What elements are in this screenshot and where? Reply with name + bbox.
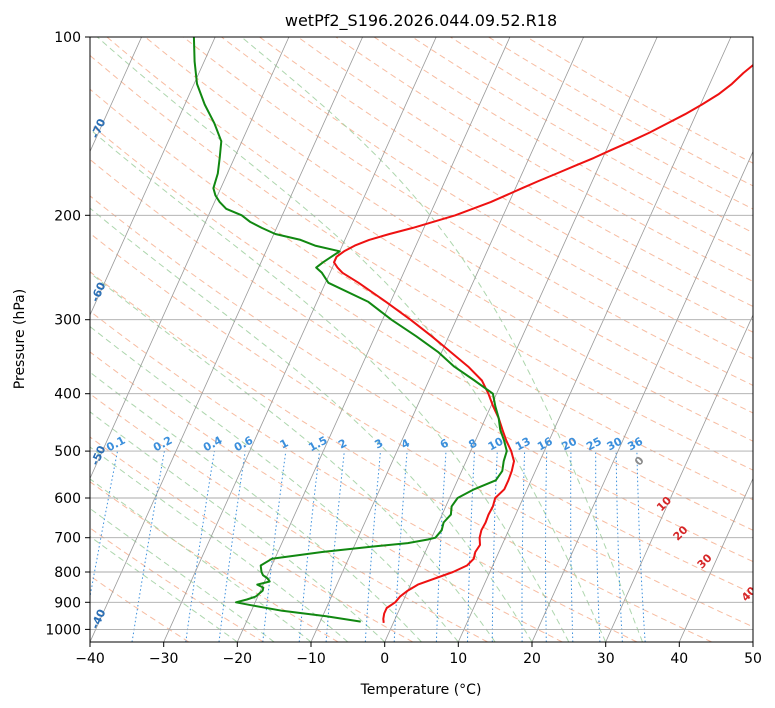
- moist-adiabat-line: [241, 37, 643, 642]
- moist-adiabats: [90, 37, 643, 642]
- isotherm-line: [678, 477, 753, 642]
- mixing-ratio-label: 30: [605, 435, 625, 454]
- isotherm-line: [605, 313, 753, 642]
- x-tick-label: 10: [449, 651, 467, 667]
- mixing-ratio-label: 20: [559, 435, 579, 454]
- plot-frame: [89, 36, 754, 643]
- dry-adiabat-line: [488, 37, 753, 187]
- y-tick-label: 200: [54, 208, 81, 224]
- sounding-profiles: [192, 37, 753, 623]
- moist-adiabat-line: [90, 207, 533, 642]
- dry-adiabat-line: [526, 37, 753, 164]
- x-tick-label: −40: [75, 651, 105, 667]
- mixing-ratio-label: 13: [513, 435, 533, 454]
- chart-title: wetPf2_S196.2026.044.09.52.R18: [285, 11, 557, 31]
- x-tick-label: 0: [380, 651, 389, 667]
- dry-adiabat-line: [144, 37, 753, 414]
- dry-adiabat-line: [90, 54, 753, 471]
- x-tick-label: 20: [523, 651, 541, 667]
- y-tick-label: 800: [54, 565, 81, 581]
- y-tick-label: 1000: [45, 622, 81, 638]
- isotherm-line: [384, 37, 658, 642]
- x-tick-label: 40: [670, 651, 688, 667]
- moist-adiabat-line: [90, 272, 496, 642]
- x-tick-label: −20: [223, 651, 253, 667]
- moist-adiabat-line: [90, 478, 312, 642]
- y-tick-label: 500: [54, 444, 81, 460]
- dry-adiabats: [90, 37, 753, 642]
- dry-adiabat-line: [106, 37, 753, 442]
- moist-adiabat-line: [90, 535, 238, 642]
- y-tick-label: 100: [54, 30, 81, 46]
- isotherm-line: [90, 37, 216, 316]
- mixing-ratio-line: [90, 451, 118, 600]
- isotherm-line: [236, 37, 511, 642]
- moist-adiabat-line: [90, 507, 275, 642]
- y-tick-label: 400: [54, 387, 81, 403]
- moist-adiabat-line: [96, 37, 607, 642]
- y-axis-ticks: 1000 900 800 700 600 500 400 300 200 100: [45, 30, 90, 638]
- dry-adiabat-line: [90, 351, 563, 642]
- y-tick-label: 300: [54, 313, 81, 329]
- skewed-isotherms: [90, 37, 753, 642]
- temperature-profile-line: [333, 63, 753, 623]
- mixing-ratio-lines: [90, 451, 646, 642]
- dry-adiabat-line: [90, 310, 638, 642]
- dry-adiabat-line: [90, 232, 753, 628]
- x-tick-label: −30: [149, 651, 179, 667]
- dry-adiabat-line: [90, 481, 339, 642]
- y-tick-label: 900: [54, 595, 81, 611]
- x-axis-label: Temperature (°C): [360, 682, 482, 698]
- dewpoint-profile-line: [192, 37, 508, 623]
- moist-adiabat-line: [90, 325, 459, 642]
- dry-adiabat-line: [90, 195, 753, 595]
- isotherm-line: [531, 150, 753, 642]
- moist-adiabat-line: [90, 411, 386, 642]
- mixing-ratio-line: [185, 451, 215, 642]
- mixing-ratio-label: 36: [625, 435, 645, 454]
- isotherm-line: [90, 37, 290, 480]
- isotherm-line: [90, 37, 142, 153]
- x-tick-label: 30: [597, 651, 615, 667]
- mixing-ratio-label: 16: [535, 435, 555, 454]
- x-tick-label: −10: [296, 651, 326, 667]
- x-tick-label: 50: [744, 651, 762, 667]
- dry-adiabat-line: [182, 37, 753, 386]
- pressure-gridlines: [90, 37, 753, 630]
- mixing-ratio-line: [262, 451, 287, 642]
- isotherm-line: [310, 37, 584, 642]
- mixing-ratio-label: 10: [486, 435, 506, 454]
- y-axis-label: Pressure (hPa): [12, 289, 28, 389]
- dry-adiabat-line: [90, 271, 712, 642]
- dry-adiabat-line: [90, 527, 264, 642]
- isotherm-line: [457, 37, 732, 642]
- mixing-ratio-label: 25: [584, 435, 604, 454]
- mixing-ratio-line: [131, 451, 165, 642]
- isotherm-line: [163, 37, 437, 642]
- isotherm-line: [90, 37, 363, 642]
- x-axis-ticks: −40 −30 −20 −10 0 10 20 30 40 50: [75, 642, 762, 667]
- dry-adiabat-line: [221, 37, 753, 360]
- y-tick-label: 700: [54, 531, 81, 547]
- y-tick-label: 600: [54, 491, 81, 507]
- mixing-ratio-line: [218, 451, 246, 642]
